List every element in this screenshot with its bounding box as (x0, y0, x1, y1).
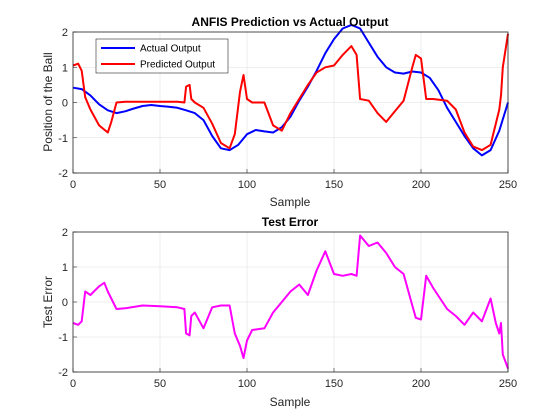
bottom-y-tick-label: 0 (62, 297, 68, 309)
top-series-line-actual-output (72, 23, 509, 157)
top-axes: 0 50 100 150 200 250 -2 -1 0 1 2 ANFIS Prediction … (41, 15, 517, 209)
bottom-axes: 0 50 100 150 200 250 -2 -1 0 1 2 Test Error Sample… (41, 215, 517, 409)
bottom-x-tick-label: 0 (70, 378, 76, 390)
bottom-ticks: 0 50 100 150 200 250 -2 -1 0 1 2 (58, 227, 517, 390)
bottom-x-tick-label: 250 (499, 378, 517, 390)
bottom-y-tick-label: -2 (58, 367, 68, 379)
top-x-tick-label: 250 (499, 179, 517, 191)
bottom-x-tick-label: 100 (238, 378, 256, 390)
top-x-tick-label: 200 (412, 179, 430, 191)
bottom-y-tick-label: 2 (62, 227, 68, 239)
bottom-series-line-error (72, 234, 509, 369)
top-chart-title: ANFIS Prediction vs Actual Output (192, 15, 389, 29)
top-y-tick-label: 2 (62, 27, 68, 39)
top-y-tick-label: -1 (58, 133, 68, 145)
bottom-series-lines (72, 234, 509, 369)
bottom-x-tick-label: 50 (154, 378, 166, 390)
bottom-y-tick-label: -1 (58, 332, 68, 344)
top-x-tick-label: 50 (154, 179, 166, 191)
legend: Actual Output Predicted Output (95, 38, 229, 74)
bottom-y-axis-label: Test Error (41, 276, 55, 328)
top-series-lines (72, 23, 509, 157)
top-x-tick-label: 150 (325, 179, 343, 191)
top-y-tick-label: 1 (62, 62, 68, 74)
top-y-tick-label: -2 (58, 168, 68, 180)
legend-label-actual: Actual Output (140, 44, 201, 55)
top-ticks: 0 50 100 150 200 250 -2 -1 0 1 2 (58, 27, 517, 191)
bottom-x-tick-label: 150 (325, 378, 343, 390)
bottom-y-tick-label: 1 (62, 262, 68, 274)
legend-box (95, 38, 229, 74)
top-x-tick-label: 0 (70, 179, 76, 191)
bottom-chart-title: Test Error (262, 215, 319, 229)
top-x-axis-label: Sample (270, 195, 311, 209)
top-series-line-predicted-output (72, 33, 509, 152)
bottom-x-tick-label: 200 (412, 378, 430, 390)
top-x-tick-label: 100 (238, 179, 256, 191)
top-y-tick-label: 0 (62, 98, 68, 110)
legend-label-predicted: Predicted Output (140, 60, 215, 71)
bottom-x-axis-label: Sample (270, 395, 311, 409)
top-y-axis-label: Position of the Ball (41, 52, 55, 151)
